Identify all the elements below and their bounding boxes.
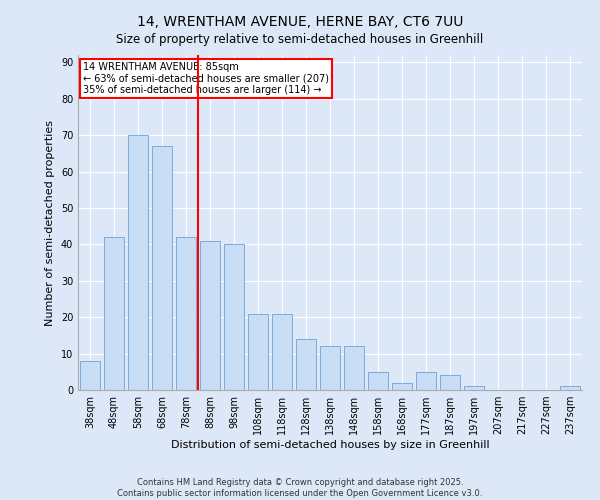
Text: Contains HM Land Registry data © Crown copyright and database right 2025.
Contai: Contains HM Land Registry data © Crown c… — [118, 478, 482, 498]
Text: Size of property relative to semi-detached houses in Greenhill: Size of property relative to semi-detach… — [116, 32, 484, 46]
Bar — [560, 386, 580, 390]
Bar — [368, 372, 388, 390]
Bar — [416, 372, 436, 390]
Bar — [200, 240, 220, 390]
Bar — [248, 314, 268, 390]
Bar — [440, 376, 460, 390]
Bar — [272, 314, 292, 390]
Bar — [392, 382, 412, 390]
Bar — [176, 237, 196, 390]
Bar — [224, 244, 244, 390]
Bar — [152, 146, 172, 390]
X-axis label: Distribution of semi-detached houses by size in Greenhill: Distribution of semi-detached houses by … — [170, 440, 490, 450]
Bar — [464, 386, 484, 390]
Text: 14, WRENTHAM AVENUE, HERNE BAY, CT6 7UU: 14, WRENTHAM AVENUE, HERNE BAY, CT6 7UU — [137, 15, 463, 29]
Bar — [80, 361, 100, 390]
Bar — [128, 135, 148, 390]
Y-axis label: Number of semi-detached properties: Number of semi-detached properties — [45, 120, 55, 326]
Text: 14 WRENTHAM AVENUE: 85sqm
← 63% of semi-detached houses are smaller (207)
35% of: 14 WRENTHAM AVENUE: 85sqm ← 63% of semi-… — [83, 62, 329, 95]
Bar — [296, 339, 316, 390]
Bar — [320, 346, 340, 390]
Bar — [344, 346, 364, 390]
Bar — [104, 237, 124, 390]
